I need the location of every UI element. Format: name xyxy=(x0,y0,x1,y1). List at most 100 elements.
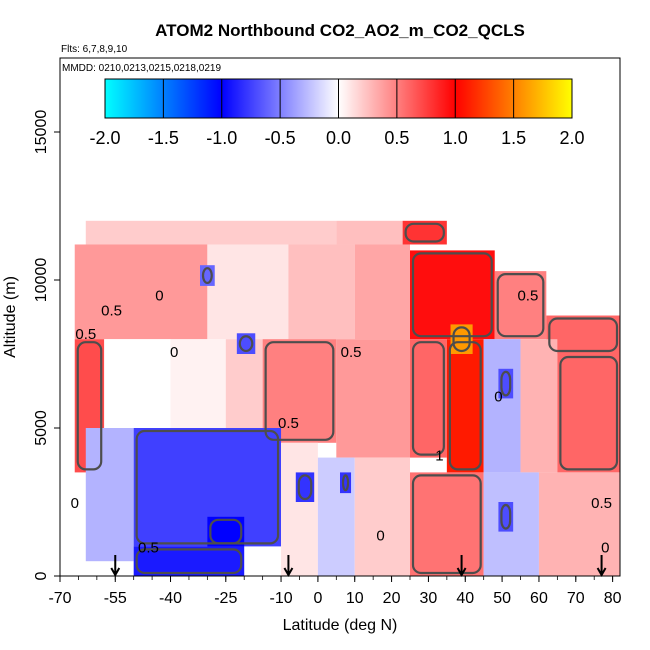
contour-label-0: 0 xyxy=(155,288,163,305)
contour-label-9: 0 xyxy=(494,388,502,405)
contour-label-6: 0.5 xyxy=(517,288,538,305)
colorbar-tick-label-3: -0.5 xyxy=(265,128,296,148)
arrow-markers xyxy=(110,555,607,578)
heat-cell-15 xyxy=(336,339,410,458)
heat-cell-1 xyxy=(336,220,403,245)
heat-cell-18 xyxy=(483,339,521,473)
colorbar-tick-label-0: -2.0 xyxy=(89,128,120,148)
colorbar-tick-label-1: -1.5 xyxy=(148,128,179,148)
heat-cell-6 xyxy=(354,244,410,340)
heat-cell-12 xyxy=(170,339,226,428)
colorbar-tick-label-4: 0.0 xyxy=(326,128,351,148)
contour-line-17 xyxy=(448,341,482,471)
contour-line-32 xyxy=(201,267,213,285)
contour-line-7 xyxy=(411,252,493,338)
contour-label-1: 0 xyxy=(170,344,178,361)
x-tick-label-2: -40 xyxy=(159,590,182,607)
colorbar-ticks: -2.0 -1.5 -1.0 -0.5 0.0 0.5 1.0 1.5 2.0 xyxy=(89,79,585,148)
x-tick-label-13: 80 xyxy=(604,590,622,607)
heat-cell-3 xyxy=(74,244,208,340)
colorbar-tick-label-8: 2.0 xyxy=(559,128,584,148)
x-tick-label-1: -55 xyxy=(104,590,127,607)
x-tick-label-5: 0 xyxy=(313,590,322,607)
contour-label-13: 1 xyxy=(435,448,443,465)
y-tick-label-3: 15000 xyxy=(33,110,50,155)
flights-subtitle: Flts: 6,7,8,9,10 xyxy=(61,44,128,55)
heat-cell-20 xyxy=(557,354,620,473)
heat-cell-35 xyxy=(340,472,352,494)
heat-cell-4 xyxy=(207,244,289,340)
contour-label-7: 0.5 xyxy=(138,539,159,556)
heatmap-layer xyxy=(74,220,620,576)
heat-cell-28 xyxy=(538,472,620,576)
x-tick-label-9: 40 xyxy=(456,590,474,607)
contour-line-20 xyxy=(559,355,619,471)
contour-line-36 xyxy=(500,370,512,397)
x-tick-label-6: 10 xyxy=(346,590,364,607)
y-tick-label-1: 5000 xyxy=(33,410,50,446)
x-tick-label-0: -70 xyxy=(48,590,71,607)
contour-line-30 xyxy=(209,518,243,545)
x-tick-label-3: -25 xyxy=(214,590,237,607)
heat-cell-26 xyxy=(410,472,484,576)
contour-label-4: 0.5 xyxy=(341,344,362,361)
heat-cell-16 xyxy=(410,339,447,458)
heat-cell-9 xyxy=(546,315,620,354)
contour-label-8: 0.5 xyxy=(591,495,612,512)
contour-label-10: 0 xyxy=(71,495,79,512)
contour-label-11: 0 xyxy=(376,527,384,544)
x-tick-label-12: 70 xyxy=(567,590,585,607)
contour-line-29 xyxy=(135,548,243,575)
heat-cell-0 xyxy=(85,220,337,245)
heat-cell-25 xyxy=(354,457,410,576)
latitude-arrow-0 xyxy=(110,555,121,578)
contour-line-22 xyxy=(135,429,280,545)
contour-line-8 xyxy=(496,273,545,338)
x-tick-label-10: 50 xyxy=(493,590,511,607)
heat-cell-31 xyxy=(450,324,473,354)
contour-line-9 xyxy=(548,317,619,353)
contour-line-2 xyxy=(404,222,445,243)
latitude-arrow-2 xyxy=(456,555,467,578)
y-tick-label-0: 0 xyxy=(33,571,50,580)
x-tick-label-7: 20 xyxy=(383,590,401,607)
y-axis-label: Altitude (m) xyxy=(2,276,19,358)
contour-label-12: 0 xyxy=(601,539,609,556)
contour-line-10 xyxy=(76,341,103,471)
contour-line-35 xyxy=(341,474,350,492)
contour-label-2: 0.5 xyxy=(75,326,96,343)
contour-line-37 xyxy=(500,503,512,530)
colorbar-tick-label-6: 1.0 xyxy=(443,128,468,148)
heat-cell-23 xyxy=(281,442,318,576)
contour-line-33 xyxy=(238,335,254,353)
colorbar-tick-label-5: 0.5 xyxy=(384,128,409,148)
chart-title: ATOM2 Northbound CO2_AO2_m_CO2_QCLS xyxy=(155,21,525,40)
x-tick-label-11: 60 xyxy=(530,590,548,607)
x-tick-label-4: -10 xyxy=(269,590,292,607)
heat-cell-22 xyxy=(133,428,282,547)
heat-cell-5 xyxy=(288,244,355,340)
x-axis-label: Latitude (deg N) xyxy=(283,617,398,634)
plot-frame xyxy=(59,57,621,577)
colorbar-tick-label-7: 1.5 xyxy=(501,128,526,148)
heat-cell-14 xyxy=(262,339,337,443)
heat-cell-2 xyxy=(402,220,447,245)
heat-cell-17 xyxy=(446,339,484,473)
contour-line-16 xyxy=(411,341,445,456)
heat-cell-19 xyxy=(520,339,558,473)
x-tick-label-8: 30 xyxy=(420,590,438,607)
contour-label-3: 0.5 xyxy=(101,303,122,320)
heat-cell-11 xyxy=(104,339,171,428)
y-tick-label-2: 10000 xyxy=(33,258,50,303)
heat-cell-21 xyxy=(85,428,134,562)
dates-subtitle: MMDD: 0210,0213,0215,0218,0219 xyxy=(62,63,221,74)
x-axis: -70 -55 -40 -25 -10 0 10 20 30 40 50 60 70 80 xyxy=(48,576,622,607)
y-axis: 0 5000 10000 15000 xyxy=(33,110,60,580)
contour-line-14 xyxy=(264,341,335,441)
colorbar-tick-label-2: -1.0 xyxy=(206,128,237,148)
heat-cell-8 xyxy=(494,271,547,340)
contour-layer: 0 0 0.5 0.5 0.5 0.5 0.5 0.5 0.5 0 0 0 0 1 xyxy=(71,222,619,575)
latitude-arrow-1 xyxy=(283,555,294,578)
contour-line-26 xyxy=(411,474,482,575)
